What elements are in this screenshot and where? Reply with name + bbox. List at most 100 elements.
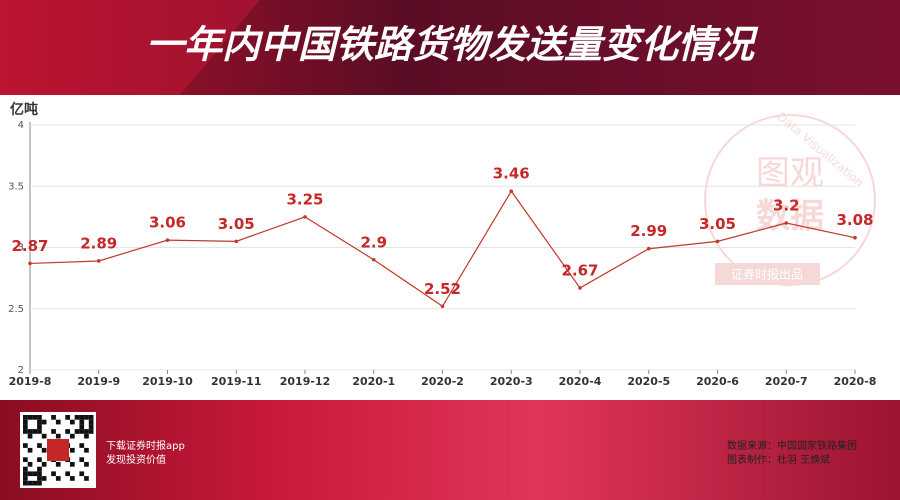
qr-cell: [27, 447, 33, 453]
qr-cell: [37, 480, 42, 486]
x-tick-label: 2019-12: [280, 375, 331, 388]
data-label: 3.05: [218, 215, 255, 233]
header-shape: [0, 0, 260, 95]
footer-text: 数据来源：中国国家铁路集团: [727, 439, 857, 452]
qr-cell: [84, 433, 89, 439]
point: [440, 304, 445, 309]
qr-cell: [70, 419, 75, 425]
y-axis-label: 亿吨: [10, 101, 38, 118]
data-label: 2.52: [424, 280, 461, 298]
qr-cell: [23, 476, 28, 481]
qr-cell: [88, 429, 94, 434]
y-tick-label: 2.5: [8, 304, 24, 315]
qr-cell: [88, 424, 94, 430]
data-label: 3.2: [773, 197, 800, 215]
qr-cell: [37, 457, 42, 462]
qr-cell: [37, 443, 42, 448]
x-tick-label: 2020-1: [352, 375, 395, 388]
qr-cell: [23, 415, 28, 420]
x-tick-label: 2020-8: [834, 375, 877, 388]
watermark-text: 图观: [756, 154, 824, 194]
qr-cell: [79, 443, 85, 448]
qr-cell: [55, 476, 61, 481]
qr-cell: [23, 429, 28, 434]
qr-cell: [37, 466, 42, 472]
point: [784, 221, 789, 225]
qr-cell: [88, 415, 94, 420]
qr-cell: [27, 471, 33, 477]
qr-cell: [27, 429, 33, 434]
point: [303, 215, 307, 219]
watermark-ring: [704, 114, 876, 286]
qr-cell: [65, 471, 70, 477]
qr-cell: [51, 429, 56, 434]
y-tick-label: 2: [18, 365, 24, 376]
data-label: 3.08: [836, 211, 873, 229]
point: [96, 259, 101, 263]
qr-cell: [23, 443, 28, 448]
y-tick-label: 3.5: [8, 181, 24, 192]
qr-cell: [70, 476, 75, 481]
qr-cell: [70, 433, 75, 439]
point: [853, 235, 857, 240]
qr-cell: [37, 429, 42, 434]
qr-cell: [74, 429, 80, 434]
footer-text: 图表制作：杜羽 王焕斌: [727, 453, 830, 466]
qr-cell: [41, 462, 47, 467]
qr-cell: [23, 480, 28, 486]
watermark-text: 数据: [756, 197, 824, 237]
data-label: 3.46: [493, 165, 530, 183]
qr-cell: [65, 415, 70, 420]
qr-cell: [79, 415, 85, 420]
watermark-text: 证券时报出品: [731, 267, 803, 282]
x-tick-label: 2019-11: [211, 375, 262, 388]
data-label: 2.89: [80, 234, 117, 252]
qr-cell: [51, 415, 56, 420]
qr-cell: [55, 419, 61, 425]
title: 一年内中国铁路货物发送量变化情况: [146, 23, 759, 67]
qr-cell: [84, 462, 89, 467]
qr-cell: [23, 457, 28, 462]
qr-cell: [55, 462, 61, 467]
qr-cell: [65, 429, 70, 434]
watermark-box: [715, 263, 820, 285]
qr-cell: [32, 471, 38, 477]
qr-cell: [27, 462, 33, 467]
point: [371, 257, 376, 262]
qr-logo: [47, 439, 69, 461]
qr-cell: [32, 429, 38, 434]
qr-cell: [41, 419, 47, 425]
data-label: 3.05: [699, 215, 736, 233]
point: [646, 246, 651, 251]
qr-cell: [37, 419, 42, 425]
y-tick-label: 3: [18, 243, 24, 254]
point: [234, 239, 239, 244]
qr-cell: [79, 457, 85, 462]
data-label: 2.9: [360, 233, 387, 251]
footer-text: 发现投资价值: [106, 453, 166, 466]
qr-cell: [37, 415, 42, 420]
data-label: 2.67: [561, 261, 598, 279]
qr-cell: [79, 429, 85, 434]
qr-pattern: [23, 415, 94, 486]
x-tick-label: 2020-5: [627, 375, 670, 388]
qr-cell: [27, 480, 33, 486]
qr-cell: [70, 462, 75, 467]
x-tick-label: 2020-4: [559, 375, 602, 388]
x-tick-label: 2020-3: [490, 375, 533, 388]
qr-cell: [27, 433, 33, 439]
x-tick-label: 2020-2: [421, 375, 464, 388]
qr-cell: [41, 476, 47, 481]
qr-cell: [32, 480, 38, 486]
qr-cell: [79, 419, 85, 425]
qr-cell: [84, 429, 89, 434]
qr-cell: [84, 415, 89, 420]
watermark: 图观 数据 证券时报出品 Data Visualization: [704, 109, 876, 286]
qr-cell: [41, 447, 47, 453]
qr-cell: [74, 415, 80, 420]
data-label: 2.99: [630, 222, 667, 240]
x-tick-label: 2020-6: [696, 375, 739, 388]
footer-text: 下载证券时报app: [106, 439, 185, 452]
qr-cell: [37, 471, 42, 477]
